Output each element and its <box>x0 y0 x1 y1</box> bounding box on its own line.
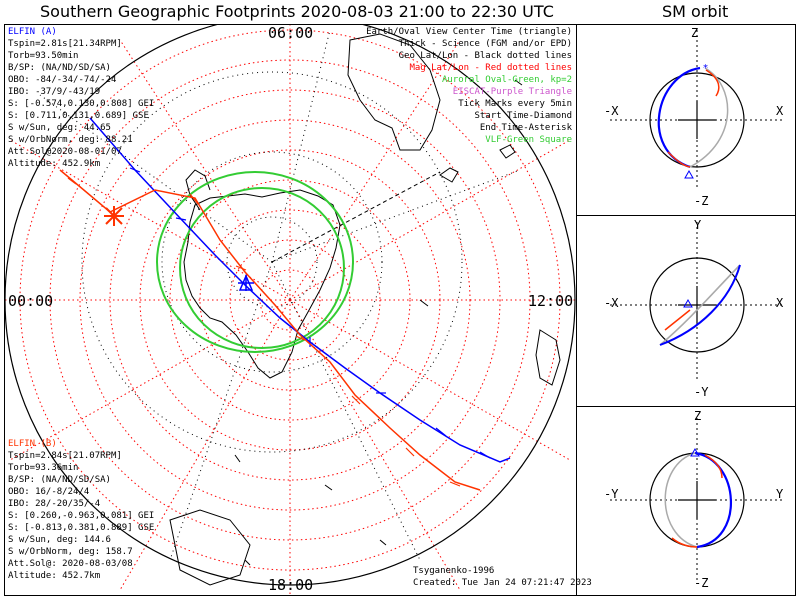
elfin-b-line: Tspin=2.84s[21.07RPM] <box>8 451 122 461</box>
elfin-a-line: Tspin=2.81s[21.34RPM] <box>8 39 122 49</box>
orbit-title: SM orbit <box>662 2 729 21</box>
island-marks <box>234 79 523 566</box>
orbit2-left-label: -X <box>604 296 619 310</box>
legend-item: Auroral Oval-Green, kp=2 <box>441 75 572 85</box>
elfin-a-title: ELFIN (A) <box>8 27 57 37</box>
elfin-b-info: ELFIN (B) Tspin=2.84s[21.07RPM] Torb=93.… <box>8 438 154 582</box>
elfin-a-ticks <box>129 167 491 459</box>
elfin-b-title: ELFIN (B) <box>8 439 57 449</box>
elfin-a-line: OBO: -84/-34/-74/-24 <box>8 75 117 85</box>
legend-item: Start Time-Diamond <box>474 111 572 121</box>
legend-item: End Time-Asterisk <box>479 123 572 133</box>
auroral-oval-inner <box>179 187 345 349</box>
elfin-a-line: S w/Sun, deg: 44.65 <box>8 123 111 133</box>
elfin-b-track <box>59 169 481 491</box>
elfin-a-line: Torb=93.50min <box>8 51 79 61</box>
elfin-b-end-asterisk <box>104 206 124 226</box>
orbit3-bottom-label: -Z <box>694 576 709 590</box>
legend-item: Earth/Oval View Center Time (triangle) <box>366 27 572 37</box>
map-horizon <box>5 25 576 586</box>
elfin-b-line: Altitude: 452.7km <box>8 571 101 581</box>
orbit-panel-3-graphics <box>610 418 785 580</box>
new-zealand-coast <box>439 144 516 183</box>
south-america-coast <box>535 329 561 386</box>
elfin-a-line: Altitude: 452.9km <box>8 159 101 169</box>
legend-item: EISCAT-Purple Triangle <box>452 87 572 97</box>
elfin-b-line: S w/OrbNorm, deg: 158.7 <box>8 547 133 557</box>
created-timestamp: Created: Tue Jan 24 07:21:47 2023 <box>413 578 592 588</box>
view-center-line <box>271 171 441 263</box>
legend-item: Thick - Science (FGM and/or EPD) <box>398 39 572 49</box>
orbit2-top-label: Y <box>694 218 702 232</box>
time-label-left: 00:00 <box>8 292 54 310</box>
legend-item: Tick Marks every 5min <box>458 99 572 109</box>
time-label-top: 06:00 <box>268 24 314 42</box>
svg-text:*: * <box>703 63 708 74</box>
elfin-b-line: S w/Sun, deg: 144.6 <box>8 535 111 545</box>
elfin-a-info: ELFIN (A) Tspin=2.81s[21.34RPM] Torb=93.… <box>8 26 154 170</box>
orbit-panel-1-graphics: * <box>610 30 785 190</box>
elfin-a-line: Att.Sol@2020-08-01/07 <box>8 147 122 157</box>
elfin-a-line: S w/OrbNorm, deg: 88.21 <box>8 135 133 145</box>
orbit2-right-label: X <box>776 296 784 310</box>
auroral-oval-outer <box>156 171 354 353</box>
orbit1-bottom-label: -Z <box>694 194 709 208</box>
geo-lat-circles <box>81 71 463 453</box>
orbit-panel-2-graphics <box>610 222 785 380</box>
elfin-a-line: IBO: -37/9/-43/19 <box>8 87 101 97</box>
elfin-b-line: Att.Sol@: 2020-08-03/08 <box>8 559 133 569</box>
elfin-a-line: S: [0.711,0.131,0.689] GSE <box>8 111 149 121</box>
mag-lon-lines <box>5 25 576 595</box>
time-label-right: 12:00 <box>528 292 574 310</box>
elfin-a-view-center-marker <box>238 274 254 291</box>
orbit-panel-yz <box>576 406 796 596</box>
elfin-b-line: OBO: 16/-8/24/4 <box>8 487 90 497</box>
map-legend: Earth/Oval View Center Time (triangle) T… <box>366 26 572 146</box>
time-label-bottom: 18:00 <box>268 576 314 594</box>
orbit1-top-label: Z <box>691 26 699 40</box>
elfin-b-line: IBO: 28/-20/35/-4 <box>8 499 101 509</box>
geo-lon-lines <box>39 29 521 561</box>
elfin-b-line: B/SP: (NA/ND/SD/SA) <box>8 475 111 485</box>
model-label: Tsyganenko-1996 <box>413 566 495 576</box>
elfin-b-line: S: [-0.813,0.381,0.889] GSE <box>8 523 155 533</box>
elfin-a-line: S: [-0.574,0.130,0.808] GEI <box>8 99 155 109</box>
orbit1-right-label: X <box>776 104 784 118</box>
orbit1-left-label: -X <box>604 104 619 118</box>
elfin-b-line: Torb=93.36min <box>8 463 79 473</box>
orbit3-left-label: -Y <box>604 487 619 501</box>
elfin-b-line: S: [0.260,-0.963,0.081] GEI <box>8 511 155 521</box>
legend-item: Geo Lat/Lon - Black dotted lines <box>398 51 572 61</box>
elfin-b-ticks <box>67 177 461 487</box>
legend-item: VLF-Green Square <box>485 135 572 145</box>
orbit2-bottom-label: -Y <box>694 385 709 399</box>
orbit3-top-label: Z <box>694 409 702 423</box>
orbit3-right-label: Y <box>776 487 784 501</box>
australia-coast <box>347 33 441 151</box>
legend-item: Mag Lat/Lon - Red dotted lines <box>409 63 572 73</box>
main-title: Southern Geographic Footprints 2020-08-0… <box>40 2 554 21</box>
elfin-a-line: B/SP: (NA/ND/SD/SA) <box>8 63 111 73</box>
